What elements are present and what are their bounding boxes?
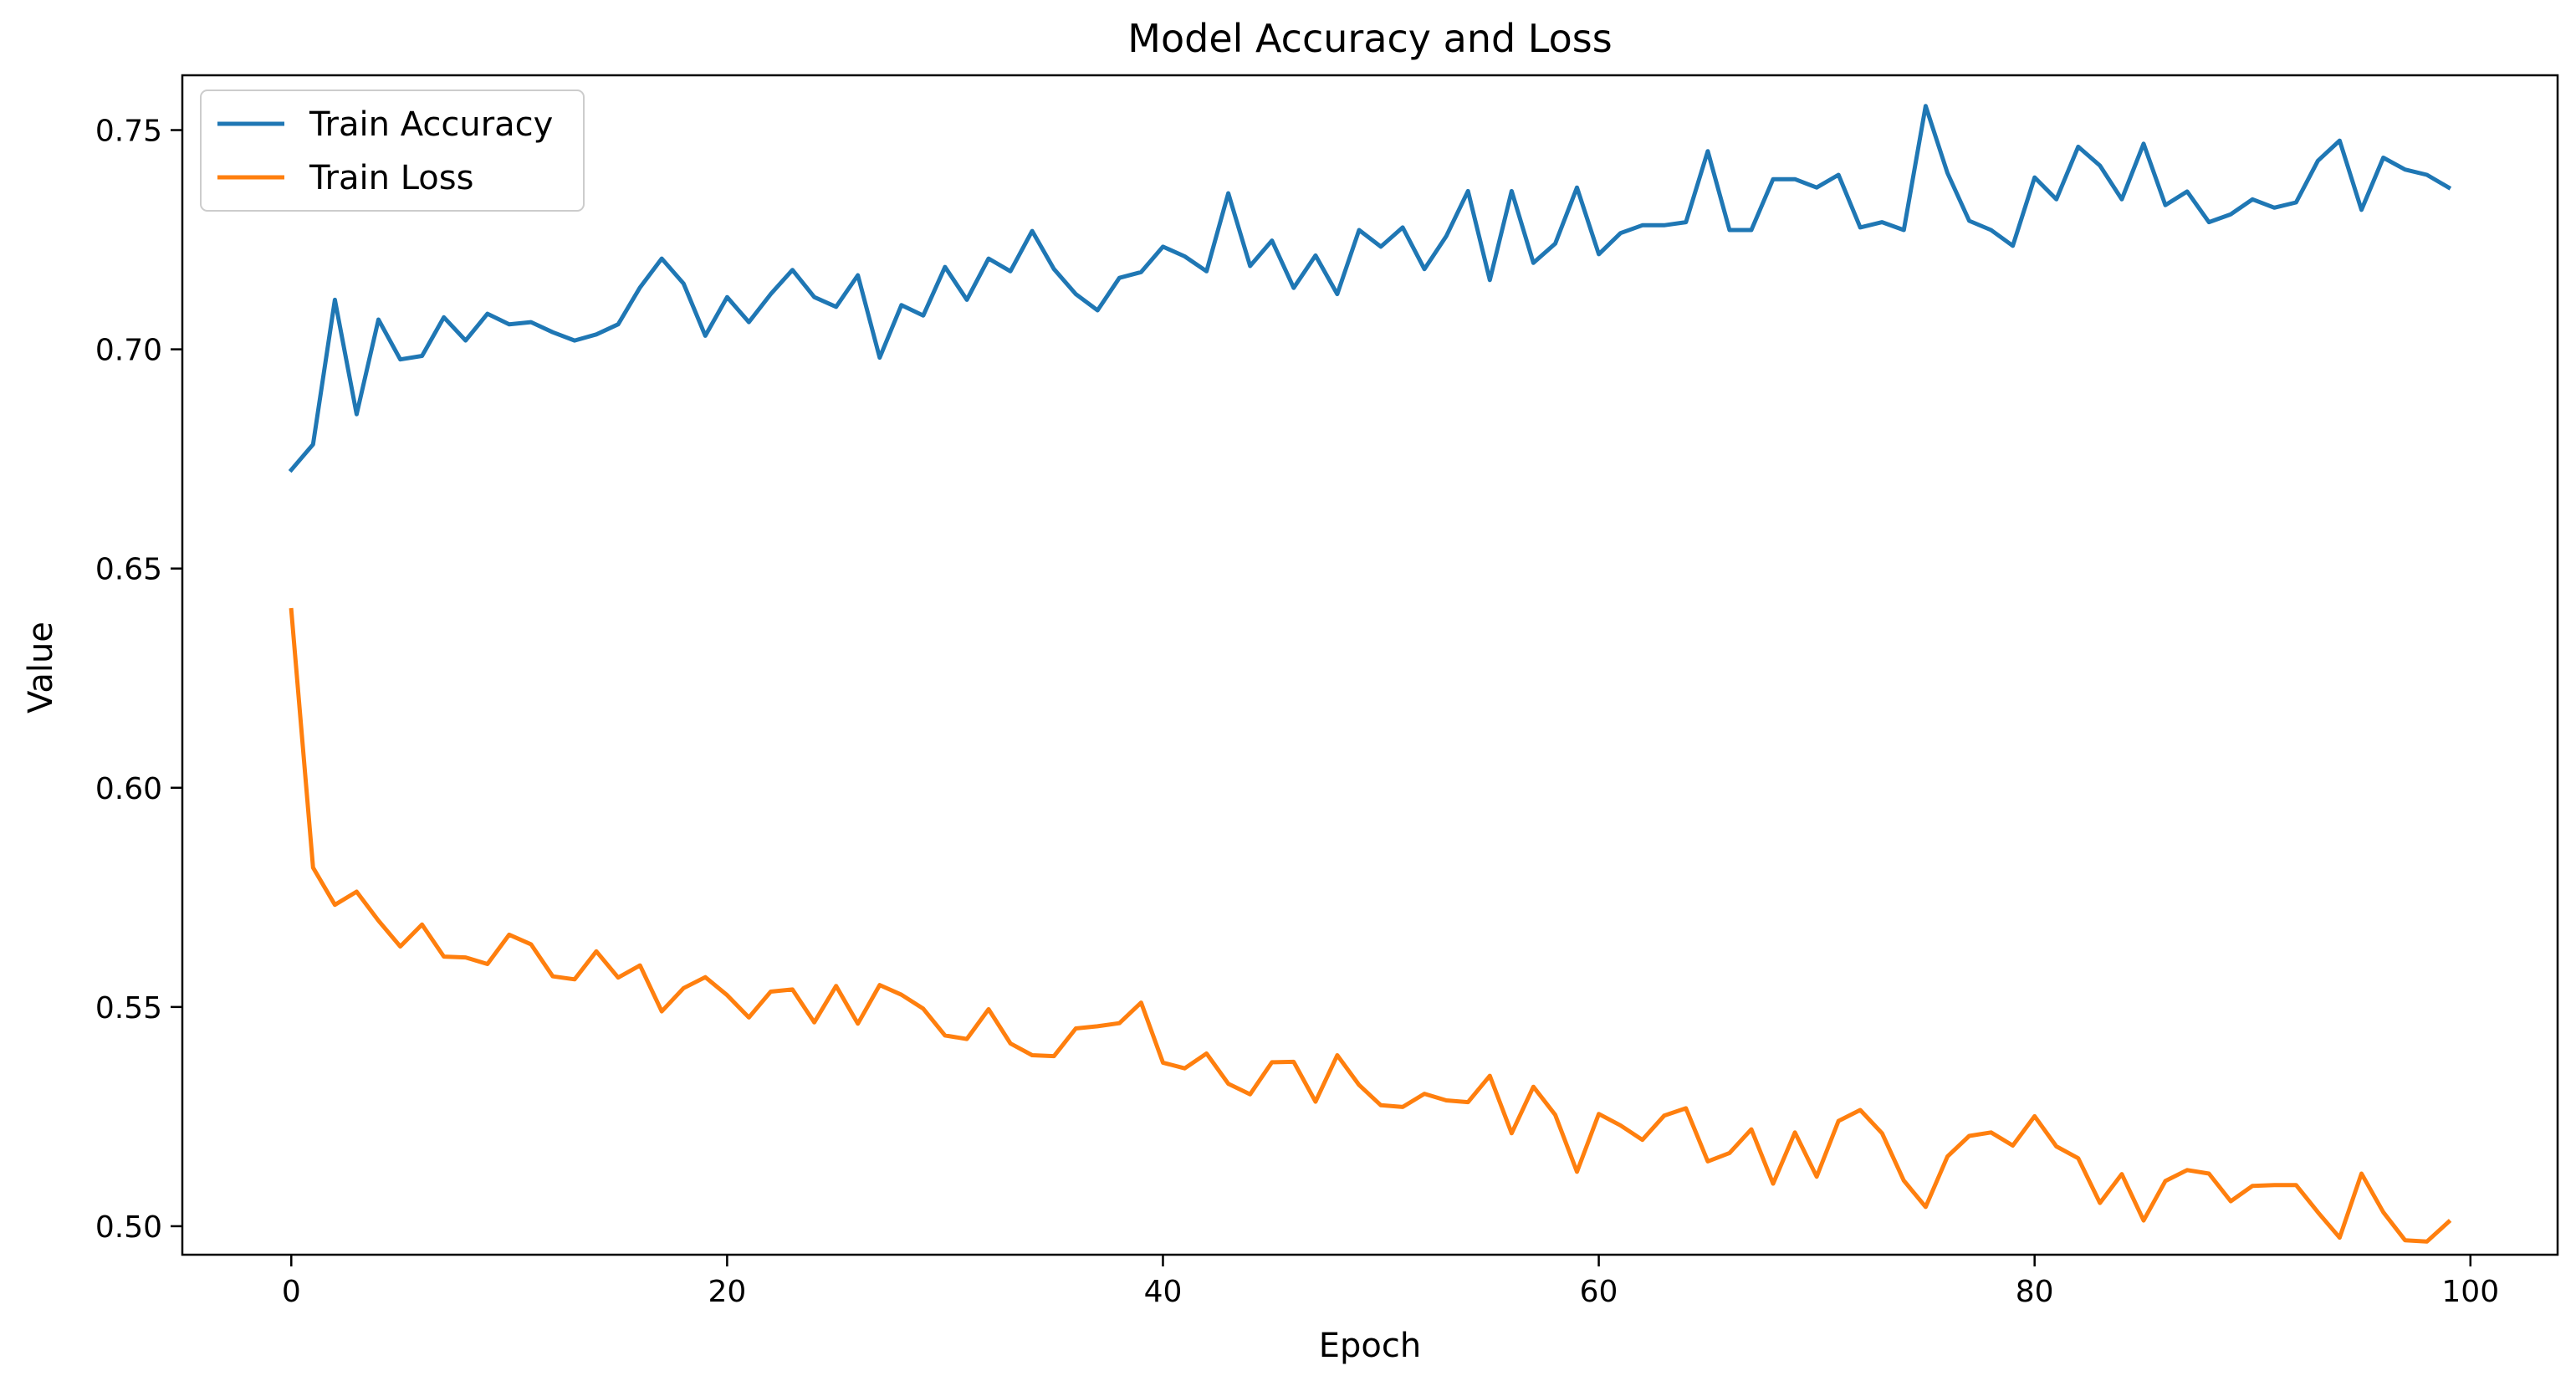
y-tick-label: 0.75 [95,115,162,149]
x-tick-label: 20 [708,1275,746,1309]
x-tick-label: 80 [2016,1275,2054,1309]
series-line-train-accuracy [288,104,2452,473]
y-tick-label: 0.60 [95,772,162,806]
y-tick-label: 0.65 [95,553,162,587]
legend-label-train-accuracy: Train Accuracy [309,105,553,144]
series-line-train-loss [289,607,2452,1244]
y-tick-label: 0.55 [95,991,162,1026]
plot-area [288,104,2452,1244]
y-tick-label: 0.70 [95,334,162,368]
x-tick-label: 60 [1580,1275,1618,1309]
plot-frame [181,74,2559,1256]
x-tick-label: 40 [1144,1275,1183,1309]
chart-title: Model Accuracy and Loss [1127,16,1612,61]
x-tick-label: 0 [282,1275,301,1309]
y-tick-label: 0.50 [95,1210,162,1245]
legend: Train Accuracy Train Loss [200,90,585,212]
legend-box [200,90,585,212]
x-axis-label: Epoch [1319,1327,1421,1365]
x-tick-label: 100 [2441,1275,2499,1309]
axes: 0 20 40 60 80 100 0.50 0.55 0.60 0.65 0.70 0.75 [95,74,2559,1309]
y-axis-label: Value [22,622,60,714]
legend-label-train-loss: Train Loss [309,159,473,197]
